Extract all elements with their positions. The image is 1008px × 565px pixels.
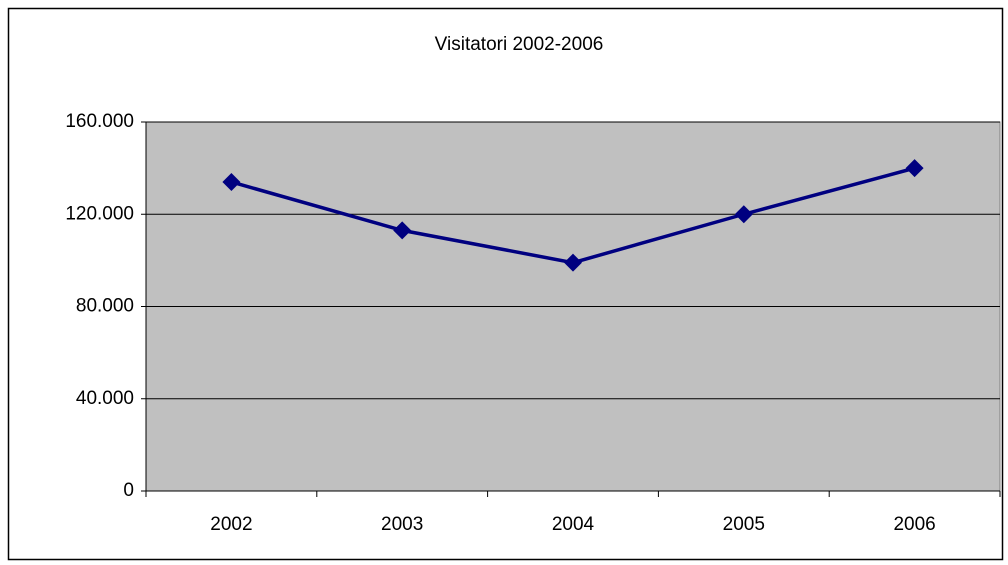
y-tick-label: 0: [123, 480, 134, 501]
x-tick-label: 2005: [723, 514, 765, 535]
x-tick-label: 2006: [893, 514, 935, 535]
y-tick-label: 40.000: [76, 388, 134, 409]
y-tick-label: 80.000: [76, 296, 134, 317]
y-tick-label: 120.000: [65, 203, 134, 224]
x-tick-label: 2004: [552, 514, 595, 535]
data-marker: [222, 172, 241, 191]
chart-title: Visitatori 2002-2006: [435, 34, 604, 55]
data-marker: [905, 159, 924, 178]
data-marker: [734, 205, 753, 224]
y-tick-label: 160.000: [65, 111, 134, 132]
data-marker: [564, 253, 582, 272]
x-tick-label: 2003: [381, 514, 423, 535]
data-marker: [393, 221, 412, 240]
x-tick-label: 2002: [210, 514, 252, 535]
